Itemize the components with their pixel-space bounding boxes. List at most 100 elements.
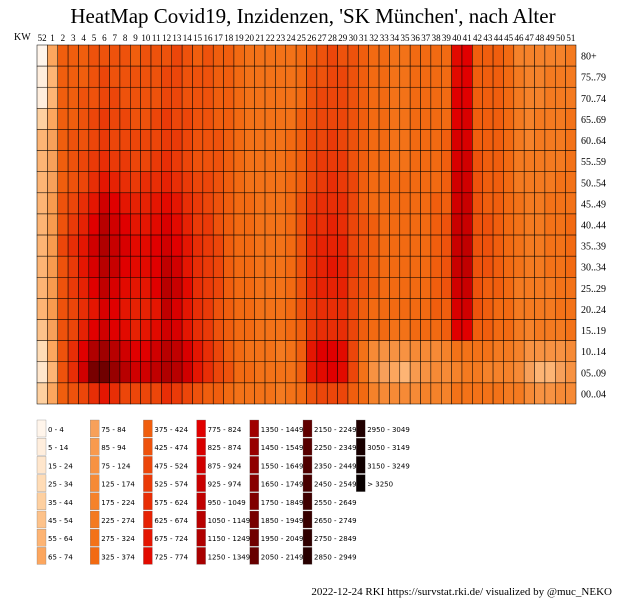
heatmap-cell <box>202 65 214 88</box>
heatmap-cell <box>555 255 566 278</box>
heatmap-cell <box>358 192 369 215</box>
legend-label: 875 - 924 <box>208 462 242 470</box>
heatmap-cell <box>150 44 162 67</box>
week-tick-label: 47 <box>525 33 535 43</box>
legend-label: 15 - 24 <box>48 462 73 470</box>
heatmap-cell <box>161 361 172 384</box>
heatmap-cell <box>316 277 328 299</box>
legend-label: 1050 - 1149 <box>208 517 251 525</box>
heatmap-cell <box>67 340 79 363</box>
week-tick-label: 35 <box>400 33 410 43</box>
heatmap-cell <box>461 277 473 299</box>
heatmap-cell <box>150 319 162 341</box>
heatmap-cell <box>513 129 525 151</box>
heatmap-cell <box>119 65 131 88</box>
heatmap-cell <box>503 150 515 172</box>
heatmap-cell <box>36 277 48 299</box>
heatmap-cell <box>202 382 214 405</box>
heatmap-cell <box>399 213 411 236</box>
heatmap-cell <box>88 361 100 384</box>
heatmap-cell <box>461 171 473 194</box>
heatmap-cell <box>36 171 48 194</box>
heatmap-cell <box>57 234 69 257</box>
legend-label: 0 - 4 <box>48 426 64 434</box>
week-tick-label: 16 <box>204 33 214 43</box>
legend-label: 325 - 374 <box>101 553 135 561</box>
heatmap-cell <box>378 65 390 88</box>
heatmap-cell <box>67 277 79 299</box>
heatmap-cell <box>389 108 401 130</box>
heatmap-cell <box>326 192 338 215</box>
heatmap-cell <box>47 319 58 341</box>
heatmap-cell <box>88 382 100 405</box>
heatmap-cell <box>285 277 297 299</box>
heatmap-cell <box>212 150 224 172</box>
heatmap-cell <box>461 382 473 405</box>
heatmap-cell <box>36 234 48 257</box>
legend-label: 1550 - 1649 <box>261 462 304 470</box>
heatmap-cell <box>482 150 494 172</box>
heatmap-cell <box>244 129 255 151</box>
heatmap-cell <box>285 213 297 236</box>
heatmap-cell <box>461 340 473 363</box>
heatmap-cell <box>306 108 318 130</box>
heatmap-cell <box>565 319 577 341</box>
heatmap-cell <box>295 340 307 363</box>
heatmap-cell <box>523 298 535 320</box>
heatmap-cell <box>88 108 100 130</box>
heatmap-cell <box>140 361 152 384</box>
legend-swatch <box>90 547 100 565</box>
heatmap-cell <box>171 65 183 88</box>
heatmap-cell <box>109 192 121 215</box>
heatmap-cell <box>171 340 183 363</box>
heatmap-cell <box>78 44 90 67</box>
heatmap-cell <box>78 86 90 109</box>
heatmap-cell <box>326 277 338 299</box>
heatmap-cell <box>161 129 172 151</box>
legend-label: 2550 - 2649 <box>314 499 357 507</box>
heatmap-cell <box>285 255 297 278</box>
heatmap-cell <box>275 213 287 236</box>
heatmap-cell <box>409 171 421 194</box>
heatmap-cell <box>88 171 100 194</box>
heatmap-cell <box>275 382 287 405</box>
heatmap-cell <box>441 150 452 172</box>
heatmap-cell <box>399 255 411 278</box>
heatmap-cell <box>555 150 566 172</box>
legend-swatch <box>249 529 259 547</box>
heatmap-cell <box>368 150 380 172</box>
heatmap-cell <box>565 234 577 257</box>
heatmap-cell <box>420 255 432 278</box>
heatmap-cell <box>67 234 79 257</box>
heatmap-cell <box>389 234 401 257</box>
heatmap-cell <box>430 108 442 130</box>
heatmap-cell <box>109 298 121 320</box>
heatmap-cell <box>109 361 121 384</box>
heatmap-cell <box>223 65 235 88</box>
heatmap-cell <box>430 319 442 341</box>
heatmap-cell <box>337 192 349 215</box>
heatmap-cell <box>555 234 566 257</box>
heatmap-cell <box>140 171 152 194</box>
legend-label: 675 - 724 <box>154 535 188 543</box>
legend-label: 35 - 44 <box>48 499 73 507</box>
legend-label: 725 - 774 <box>154 553 188 561</box>
heatmap-cell <box>316 255 328 278</box>
heatmap-cell <box>316 108 328 130</box>
heatmap-cell <box>192 171 204 194</box>
legend-swatch <box>196 529 206 547</box>
heatmap-cell <box>140 255 152 278</box>
heatmap-cell <box>36 65 48 88</box>
legend-swatch <box>143 474 153 492</box>
heatmap-cell <box>192 213 204 236</box>
heatmap-cell <box>420 171 432 194</box>
heatmap-cell <box>161 44 172 67</box>
heatmap-cell <box>67 192 79 215</box>
heatmap-cell <box>98 340 110 363</box>
heatmap-cell <box>119 192 131 215</box>
heatmap-cell <box>492 340 504 363</box>
heatmap-cell <box>337 44 349 67</box>
heatmap-cell <box>212 108 224 130</box>
week-tick-label: 44 <box>494 33 504 43</box>
heatmap-cell <box>347 277 359 299</box>
